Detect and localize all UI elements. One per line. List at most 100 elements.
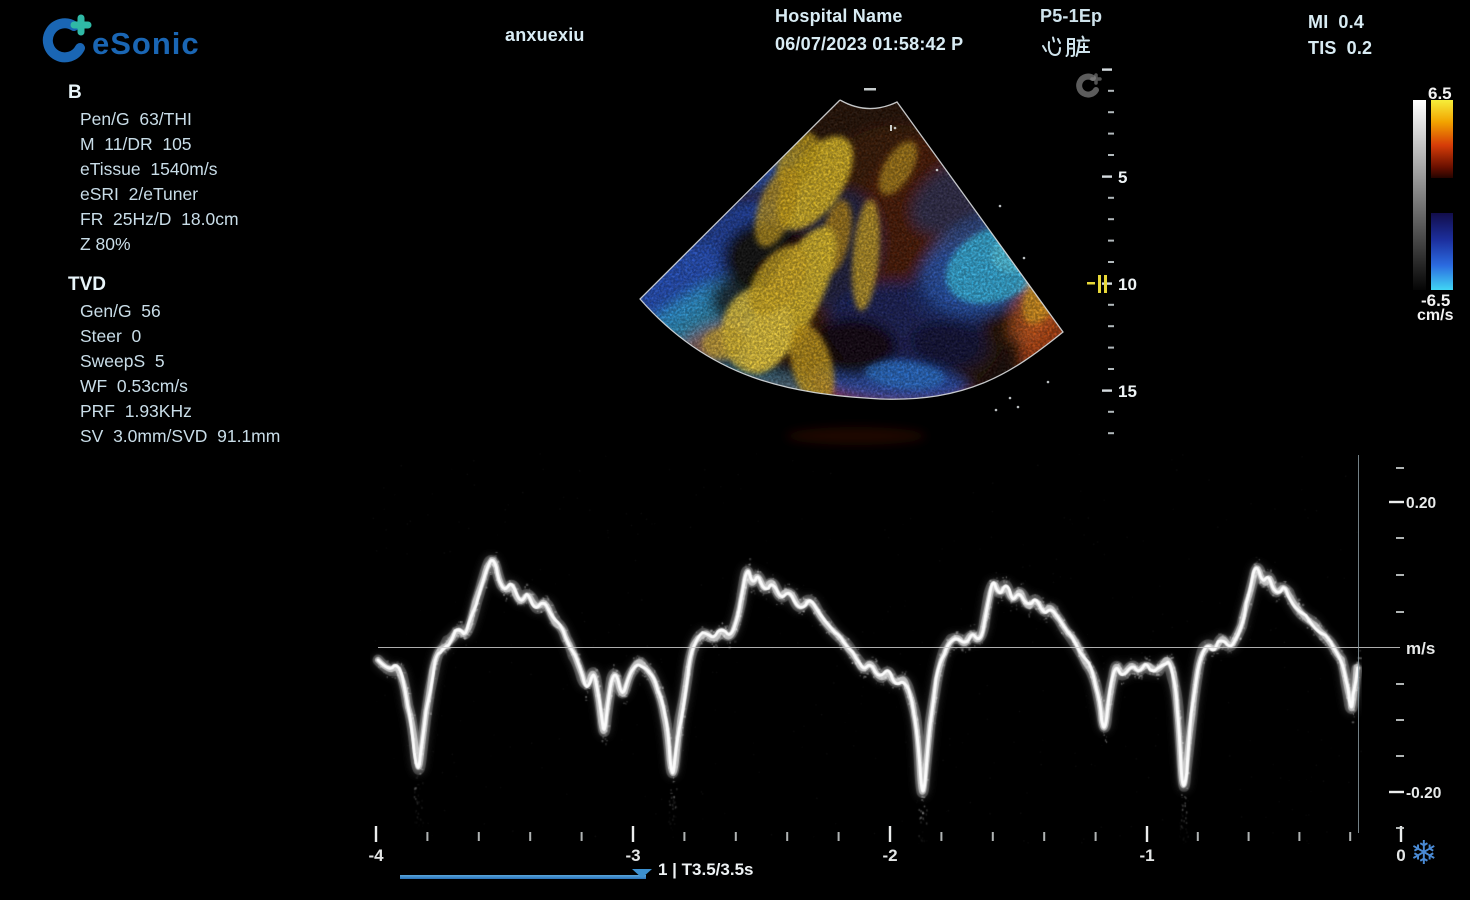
patient-name: anxuexiu	[505, 25, 585, 45]
param-line: WF 0.53cm/s	[80, 376, 188, 396]
spectral-trace	[370, 452, 1362, 844]
depth-label: 10	[1118, 275, 1137, 294]
time-label: 0	[1396, 846, 1405, 865]
tvd-panel: TVD Gen/G 56 Steer 0 SweepS 5 WF 0.53cm/s PR…	[68, 274, 368, 449]
artifact-dot	[1016, 405, 1020, 409]
depth-tick	[1108, 346, 1114, 349]
centerline-dash	[864, 88, 876, 91]
depth-tick	[1108, 303, 1114, 306]
sector-outline	[639, 99, 1064, 400]
artifact-dot	[1022, 256, 1026, 260]
param-line: M 11/DR 105	[80, 134, 192, 154]
time-major-tick	[1399, 826, 1403, 842]
brand-logo: eSonic	[36, 8, 206, 64]
freeze-snowflake-icon[interactable]: ❄	[1410, 834, 1438, 871]
depth-tick	[1102, 175, 1112, 178]
mi-value: 0.4	[1338, 12, 1365, 32]
logo-mark-icon	[42, 14, 92, 63]
vel-major-tick	[1389, 790, 1404, 794]
depth-tick	[1108, 325, 1114, 328]
vel-major-tick	[1389, 500, 1404, 504]
depth-tick	[1108, 261, 1114, 263]
time-label: -4	[368, 846, 384, 865]
reverb-smudge	[786, 427, 926, 445]
vel-minor-tick	[1396, 467, 1404, 469]
doppler-sector-image	[639, 88, 1064, 445]
param-line: Z 80%	[80, 234, 131, 254]
depth-tick	[1108, 368, 1114, 370]
cine-progress-bar[interactable]	[400, 875, 646, 879]
param-line: eSRI 2/eTuner	[80, 184, 199, 204]
tvd-title: TVD	[68, 274, 106, 295]
depth-tick	[1108, 410, 1114, 413]
vel-minor-tick	[1396, 719, 1404, 721]
colorbar-min-label: -6.5	[1421, 291, 1451, 310]
spectral-baseline	[378, 647, 1400, 648]
exam-preset-glyphs-icon	[1042, 35, 1091, 57]
depth-tick	[1108, 218, 1114, 221]
tis-value: 0.2	[1346, 38, 1373, 58]
tis-label: TIS	[1308, 38, 1337, 58]
vel-minor-tick	[1396, 755, 1404, 757]
colorbar-unit-label: cm/s	[1417, 307, 1454, 324]
vel-label: -0.20	[1406, 785, 1441, 802]
depth-tick	[1108, 239, 1114, 242]
exam-datetime: 06/07/2023 01:58:42 P	[775, 34, 964, 54]
vel-minor-tick	[1396, 574, 1404, 576]
b-mode-panel: B Pen/G 63/THI M 11/DR 105 eTissue 1540m/s…	[68, 82, 368, 257]
time-label: -1	[1139, 846, 1154, 865]
tis-readout: TIS 0.2	[1308, 38, 1372, 59]
param-line: SweepS 5	[80, 351, 165, 371]
tvd-lines: Gen/G 56 Steer 0 SweepS 5 WF 0.53cm/s PRF 1.…	[68, 299, 368, 449]
param-line: PRF 1.93KHz	[80, 401, 192, 421]
depth-tick	[1108, 432, 1114, 435]
exam-preset: 心脏	[1040, 35, 1091, 59]
colorbar-positive	[1431, 100, 1453, 178]
param-line: eTissue 1540m/s	[80, 159, 218, 179]
brand-name: eSonic	[92, 26, 200, 61]
focus-marker	[1104, 275, 1107, 293]
depth-tick	[1108, 132, 1114, 135]
colorbar-negative	[1431, 213, 1453, 290]
depth-tick	[1102, 389, 1112, 392]
spectral-axis-line	[1358, 455, 1359, 833]
param-line: Pen/G 63/THI	[80, 109, 192, 129]
hospital-name: Hospital Name	[775, 6, 903, 26]
mi-label: MI	[1308, 12, 1329, 32]
param-line: Steer 0	[80, 326, 142, 346]
time-label: -2	[882, 846, 897, 865]
depth-tick	[1108, 89, 1114, 92]
vel-label: m/s	[1406, 639, 1435, 658]
b-mode-title: B	[68, 82, 82, 103]
param-line: Gen/G 56	[80, 301, 161, 321]
centerline-dash	[890, 125, 892, 131]
grayscale-bar	[1413, 100, 1426, 290]
artifact-dot	[893, 126, 897, 130]
colorbar-max-label: 6.5	[1428, 84, 1452, 103]
vel-label: 0.20	[1406, 495, 1436, 512]
artifact-dot	[935, 168, 939, 172]
param-line: SV 3.0mm/SVD 91.1mm	[80, 426, 281, 446]
vel-minor-tick	[1396, 827, 1404, 829]
depth-label: 5	[1118, 168, 1127, 187]
depth-tick	[1108, 111, 1114, 114]
vel-minor-tick	[1396, 537, 1404, 539]
depth-tick	[1102, 68, 1112, 71]
cine-position-arrow[interactable]	[632, 869, 652, 878]
mi-readout: MI 0.4	[1308, 12, 1364, 33]
b-mode-lines: Pen/G 63/THI M 11/DR 105 eTissue 1540m/s eS…	[68, 107, 368, 257]
depth-tick	[1102, 282, 1112, 285]
vel-minor-tick	[1396, 683, 1404, 685]
param-line: FR 25Hz/D 18.0cm	[80, 209, 239, 229]
depth-tick	[1108, 154, 1114, 156]
probe-model: P5-1Ep	[1040, 6, 1103, 26]
time-label: -3	[625, 846, 640, 865]
artifact-dot	[1046, 380, 1050, 384]
depth-label: 15	[1118, 382, 1137, 401]
artifact-dot	[994, 408, 998, 412]
vel-minor-tick	[1396, 611, 1404, 613]
artifact-dot	[998, 204, 1002, 208]
artifact-dot	[1008, 396, 1012, 400]
cine-label: 1 | T3.5/3.5s	[658, 860, 754, 879]
